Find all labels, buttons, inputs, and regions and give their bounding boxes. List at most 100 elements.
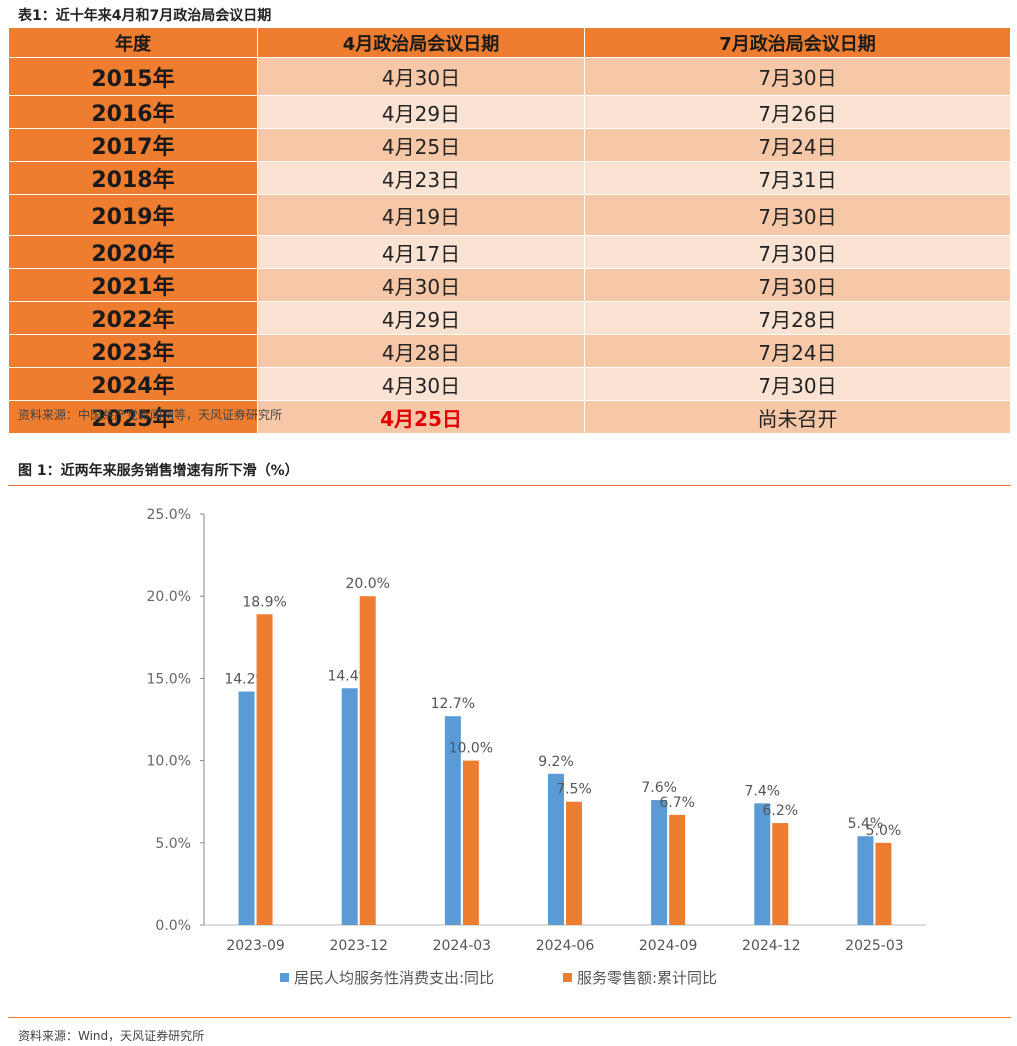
july-date-cell: 7月30日 — [584, 57, 1011, 96]
april-date-cell: 4月29日 — [257, 301, 585, 335]
bar-service-retail-yoy — [875, 842, 892, 925]
data-label: 12.7% — [431, 696, 475, 712]
bar-service-retail-yoy — [566, 801, 582, 925]
header-july-meeting: 7月政治局会议日期 — [584, 27, 1011, 58]
meeting-dates-table: 年度 4月政治局会议日期 7月政治局会议日期 2015年 4月30日 7月30日 20… — [8, 27, 1011, 434]
bar-service-retail-yoy — [462, 760, 479, 925]
july-date-cell: 7月28日 — [584, 301, 1011, 335]
legend-label: 居民人均服务性消费支出:同比 — [294, 969, 494, 987]
data-label: 20.0% — [345, 576, 389, 592]
data-label: 7.5% — [556, 782, 592, 798]
bar-service-spending-yoy — [548, 773, 564, 925]
y-tick-label: 25.0% — [147, 507, 191, 523]
figure-source-note: 资料来源：Wind，天风证券研究所 — [18, 1029, 205, 1043]
data-label: 7.4% — [744, 783, 780, 799]
x-tick-label: 2025-03 — [845, 938, 904, 954]
april-date-cell: 4月17日 — [257, 235, 585, 269]
bar-service-spending-yoy — [754, 803, 771, 925]
data-label: 10.0% — [449, 741, 493, 757]
july-date-cell: 7月30日 — [584, 194, 1011, 236]
table-row: 2021年 4月30日 7月30日 — [8, 268, 1011, 302]
table-row: 2020年 4月17日 7月30日 — [8, 235, 1011, 269]
bar-service-retail-yoy — [772, 823, 789, 925]
april-date-cell: 4月28日 — [257, 334, 585, 368]
legend-swatch — [563, 973, 572, 982]
table-row: 2018年 4月23日 7月31日 — [8, 161, 1011, 195]
service-consumption-bar-chart: 0.0%5.0%10.0%15.0%20.0%25.0%14.2%18.9%20… — [147, 507, 926, 987]
year-cell: 2017年 — [8, 128, 258, 162]
july-date-cell: 7月30日 — [584, 235, 1011, 269]
year-cell: 2016年 — [8, 95, 258, 129]
table-row: 2024年 4月30日 7月30日 — [8, 367, 1011, 401]
bar-service-spending-yoy — [857, 836, 874, 925]
bar-service-retail-yoy — [669, 814, 686, 925]
bar-service-spending-yoy — [444, 716, 461, 925]
table-source-note: 资料来源：中国共产党新闻网等，天风证券研究所 — [18, 408, 283, 422]
year-cell: 2023年 — [8, 334, 258, 368]
year-cell: 2022年 — [8, 301, 258, 335]
bar-service-spending-yoy — [651, 800, 668, 925]
figure-top-rule — [8, 485, 1011, 486]
april-date-cell: 4月25日 — [257, 128, 585, 162]
data-label: 18.9% — [242, 594, 286, 610]
bar-service-spending-yoy — [341, 688, 358, 925]
x-tick-label: 2024-06 — [536, 938, 595, 954]
data-label: 5.0% — [866, 823, 902, 839]
data-label: 6.2% — [762, 803, 798, 819]
data-label: 5.4% — [848, 816, 884, 832]
x-tick-label: 2024-03 — [433, 938, 492, 954]
legend-swatch — [280, 973, 289, 982]
april-date-cell: 4月25日 — [257, 400, 585, 434]
year-cell: 2018年 — [8, 161, 258, 195]
year-cell: 2024年 — [8, 367, 258, 401]
table-row: 2015年 4月30日 7月30日 — [8, 57, 1011, 96]
table-title: 表1：近十年来4月和7月政治局会议日期 — [18, 8, 272, 24]
legend-label: 服务零售额:累计同比 — [577, 969, 717, 987]
y-tick-label: 20.0% — [147, 589, 191, 605]
table-row: 2022年 4月29日 7月28日 — [8, 301, 1011, 335]
data-label: 9.2% — [538, 754, 574, 770]
april-date-cell: 4月19日 — [257, 194, 585, 236]
april-date-cell: 4月29日 — [257, 95, 585, 129]
data-label: 6.7% — [659, 795, 695, 811]
y-tick-label: 15.0% — [147, 671, 191, 687]
year-cell: 2021年 — [8, 268, 258, 302]
bar-service-retail-yoy — [256, 614, 273, 925]
bar-service-spending-yoy — [238, 691, 255, 925]
header-year: 年度 — [8, 27, 258, 58]
table-row: 2023年 4月28日 7月24日 — [8, 334, 1011, 368]
header-april-meeting: 4月政治局会议日期 — [257, 27, 585, 58]
figure-title: 图 1：近两年来服务销售增速有所下滑（%） — [18, 463, 299, 479]
year-cell: 2015年 — [8, 57, 258, 96]
y-tick-label: 5.0% — [155, 836, 191, 852]
y-tick-label: 0.0% — [155, 918, 191, 934]
table-row: 2019年 4月19日 7月30日 — [8, 194, 1011, 236]
table-header-row: 年度 4月政治局会议日期 7月政治局会议日期 — [8, 27, 1011, 58]
july-date-cell: 7月30日 — [584, 268, 1011, 302]
year-cell: 2025年 — [8, 400, 258, 434]
table-row: 2017年 4月25日 7月24日 — [8, 128, 1011, 162]
july-date-cell: 7月31日 — [584, 161, 1011, 195]
x-tick-label: 2023-09 — [226, 938, 285, 954]
april-date-cell: 4月30日 — [257, 57, 585, 96]
april-date-cell: 4月30日 — [257, 367, 585, 401]
bar-service-retail-yoy — [359, 596, 376, 925]
april-date-cell: 4月30日 — [257, 268, 585, 302]
figure-bottom-rule — [8, 1017, 1011, 1018]
x-tick-label: 2023-12 — [329, 938, 388, 954]
table-row: 2016年 4月29日 7月26日 — [8, 95, 1011, 129]
data-label: 7.6% — [641, 780, 677, 796]
year-cell: 2019年 — [8, 194, 258, 236]
y-tick-label: 10.0% — [147, 754, 191, 770]
july-date-cell: 7月26日 — [584, 95, 1011, 129]
july-date-cell: 7月24日 — [584, 334, 1011, 368]
july-date-cell: 7月24日 — [584, 128, 1011, 162]
july-date-cell: 尚未召开 — [584, 400, 1011, 434]
year-cell: 2020年 — [8, 235, 258, 269]
x-tick-label: 2024-09 — [639, 938, 698, 954]
july-date-cell: 7月30日 — [584, 367, 1011, 401]
table-row: 2025年 4月25日 尚未召开 — [8, 400, 1011, 434]
x-tick-label: 2024-12 — [742, 938, 801, 954]
april-date-cell: 4月23日 — [257, 161, 585, 195]
table-body: 2015年 4月30日 7月30日 2016年 4月29日 7月26日 2017年 4月25日… — [8, 57, 1011, 434]
